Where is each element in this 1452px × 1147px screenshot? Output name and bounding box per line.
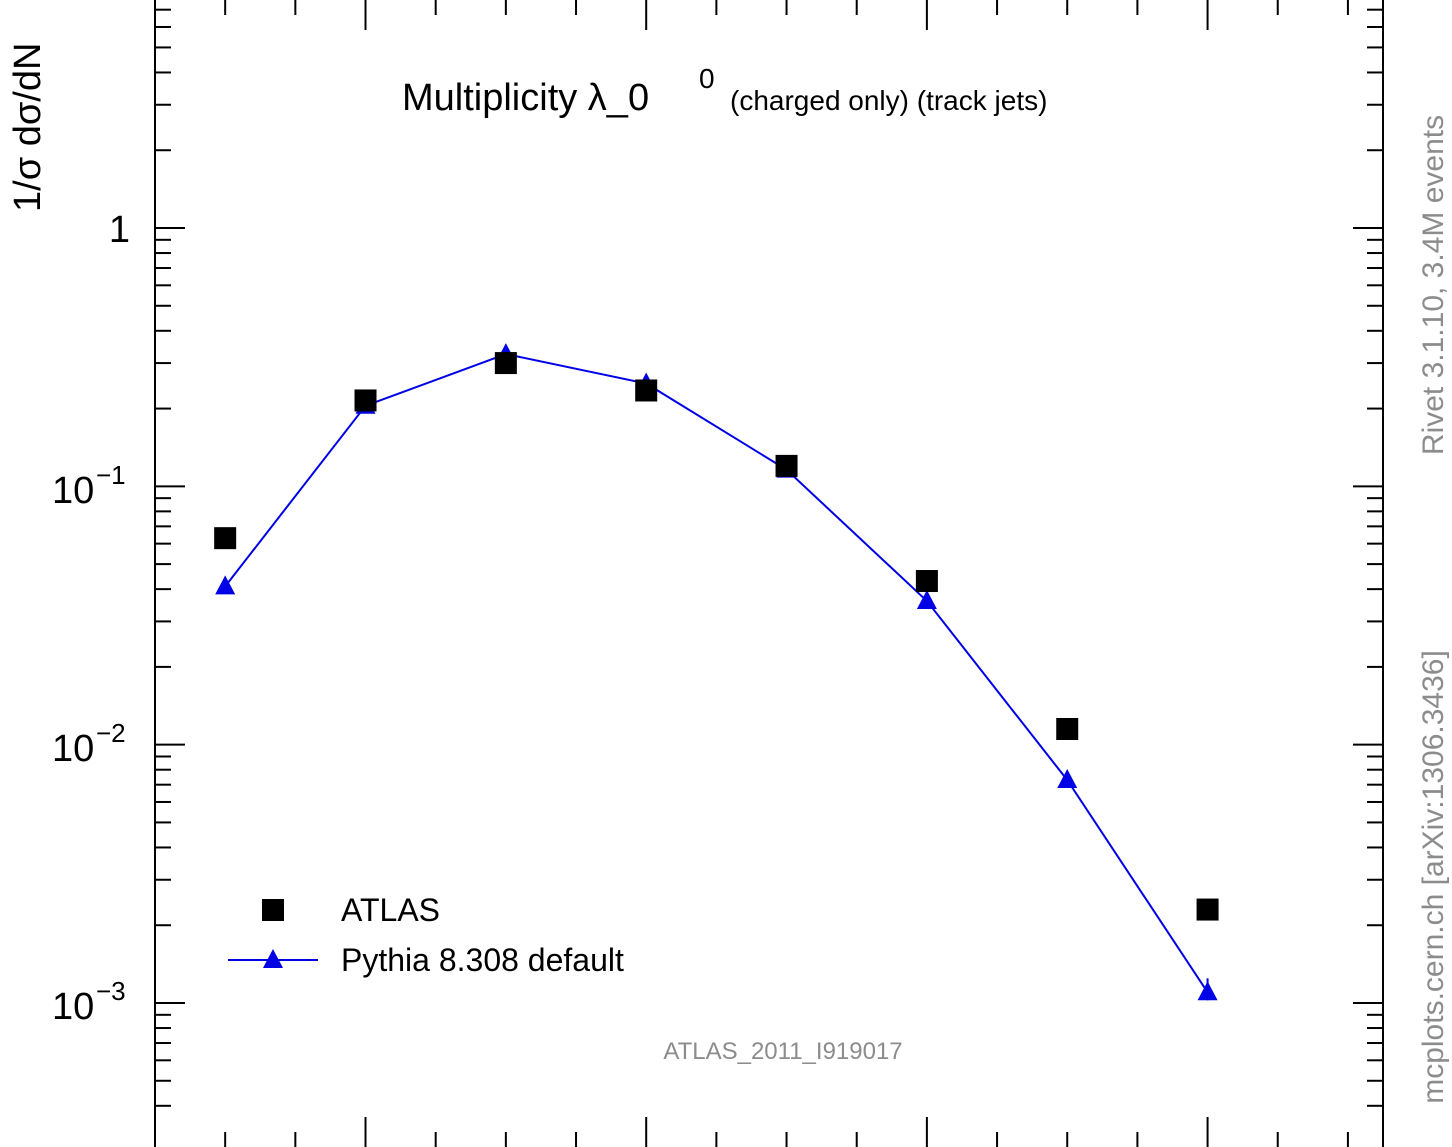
pythia-point-6 [916, 589, 937, 609]
atlas-point-8 [1196, 898, 1219, 921]
rivet-info-label: Rivet 3.1.10, 3.4M events [1417, 115, 1450, 455]
atlas-point-3 [494, 352, 517, 375]
legend: ATLAS Pythia 8.308 default [228, 892, 624, 978]
x-axis-ticks [154, 0, 1349, 1147]
analysis-watermark: ATLAS_2011_I919017 [663, 1038, 902, 1065]
svg-text:10: 10 [52, 728, 94, 770]
pythia-series-line [224, 353, 1209, 993]
legend-atlas-marker [262, 899, 284, 921]
y-axis-ticks [155, 8, 1383, 1107]
y-axis-label: 1/σ dσ/dN [7, 43, 49, 212]
atlas-point-6 [915, 570, 938, 593]
pythia-point-8 [1197, 981, 1218, 1001]
svg-text:−2: −2 [96, 718, 126, 748]
svg-text:10: 10 [52, 470, 94, 512]
y-tick-label-0.1: 10 −1 [52, 460, 126, 512]
svg-text:−1: −1 [96, 460, 126, 490]
atlas-point-4 [635, 379, 658, 402]
legend-pythia-label: Pythia 8.308 default [341, 942, 624, 978]
svg-text:−3: −3 [96, 976, 126, 1006]
plot-frame [154, 0, 1384, 1147]
pythia-point-7 [1057, 768, 1078, 788]
chart-title: Multiplicity λ_0 0 (charged only) (track… [402, 63, 1047, 119]
pythia-point-1 [215, 575, 236, 595]
y-tick-label-1: 1 [109, 209, 130, 251]
svg-text:0: 0 [699, 63, 715, 94]
legend-pythia-marker [263, 949, 283, 968]
legend-atlas-label: ATLAS [341, 892, 440, 928]
atlas-series-points [214, 352, 1219, 921]
svg-text:Multiplicity λ_0: Multiplicity λ_0 [402, 77, 649, 119]
atlas-point-2 [354, 389, 377, 412]
svg-text:(charged only) (track jets): (charged only) (track jets) [730, 85, 1047, 116]
atlas-point-1 [214, 527, 237, 550]
atlas-point-5 [775, 454, 798, 477]
svg-text:10: 10 [52, 986, 94, 1028]
mcplots-source-label: mcplots.cern.ch [arXiv:1306.3436] [1417, 650, 1450, 1104]
atlas-point-7 [1056, 717, 1079, 740]
y-tick-label-0.001: 10 −3 [52, 976, 126, 1028]
y-tick-label-0.01: 10 −2 [52, 718, 126, 770]
